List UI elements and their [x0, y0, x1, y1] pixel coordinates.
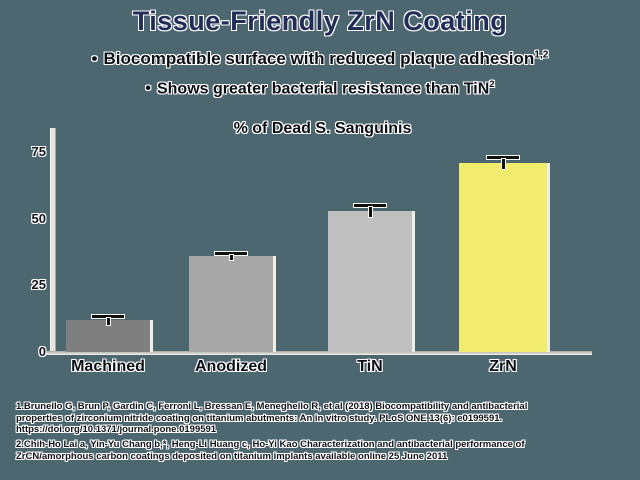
error-bar-anodized: [215, 252, 247, 260]
error-bar-stem: [368, 207, 372, 218]
error-bar-stem: [106, 317, 110, 326]
bar-anodized: [189, 256, 273, 352]
y-tick-75: 75: [31, 144, 46, 159]
bar-tin: [328, 210, 412, 352]
error-bar-cap: [487, 156, 519, 160]
x-axis-line: [40, 351, 592, 355]
bullet-biocompatible: • Biocompatible surface with reduced plaq…: [0, 49, 640, 69]
bar-zrn: [459, 162, 547, 352]
bullet-bacterial-resistance: • Shows greater bacterial resistance than…: [0, 79, 640, 98]
error-bar-cap: [215, 252, 247, 255]
y-tick-0: 0: [38, 344, 46, 359]
error-bar-machined: [92, 314, 124, 326]
x-label-tin: TiN: [357, 358, 383, 375]
error-bar-cap: [354, 204, 386, 208]
bullet-text: Biocompatible surface with reduced plaqu…: [103, 49, 535, 68]
error-bar-stem: [229, 255, 233, 260]
bullet-dot: •: [145, 80, 151, 98]
y-tick-50: 50: [31, 210, 46, 226]
chart-title: % of Dead S. Sanguinis: [233, 120, 412, 137]
bullet-superscript: 1,2: [534, 49, 549, 61]
error-bar-zrn: [487, 156, 519, 170]
x-label-zrn: ZrN: [489, 358, 517, 375]
error-bar-tin: [354, 204, 386, 218]
bullet-text: Shows greater bacterial resistance than …: [156, 80, 490, 98]
error-bar-stem: [501, 159, 505, 170]
error-bar-cap: [92, 314, 124, 318]
slide-title: Tissue-Friendly ZrN Coating: [132, 6, 508, 36]
y-axis-line: [51, 128, 55, 354]
footnote-2: 2.Chih-Ho Lai a, Yin-Yu Chang b,*, Heng-…: [16, 439, 525, 462]
y-tick-25: 25: [31, 277, 46, 293]
bullet-dot: •: [91, 49, 98, 68]
x-label-machined: Machined: [71, 358, 145, 375]
bullet-superscript: 2: [489, 79, 495, 90]
x-label-anodized: Anodized: [195, 358, 267, 375]
footnote-1: 1.Brunello G, Brun P, Gardin C, Ferroni …: [16, 401, 528, 435]
plot-area: Machined Anodized TiN ZrN: [53, 130, 592, 375]
